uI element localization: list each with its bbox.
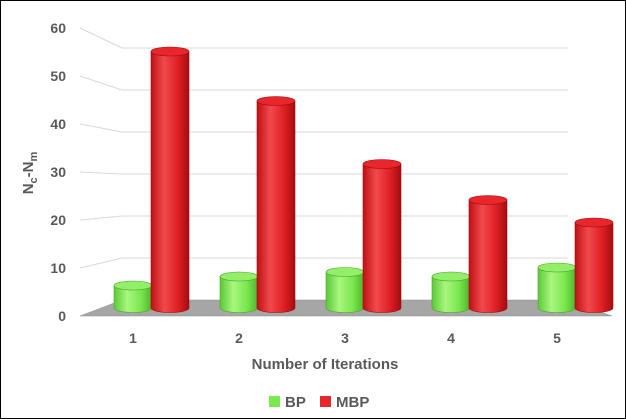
legend-swatch-bp: [269, 396, 280, 407]
bar-body: [537, 267, 577, 313]
bar-body: [256, 100, 296, 313]
bar-mbp-3: [362, 159, 402, 313]
bar-body: [362, 163, 402, 313]
bar-top: [150, 46, 190, 57]
y-tick-labels: 0 10 20 30 40 50 60: [50, 20, 66, 324]
bar-bp-5: [537, 262, 577, 313]
bar-body: [431, 276, 471, 313]
bar-body: [574, 222, 614, 313]
y-tick-label: 0: [58, 308, 66, 324]
gridline-diagonal: [79, 215, 123, 221]
x-tick-label: 1: [129, 330, 137, 346]
bar-top: [537, 262, 577, 273]
legend-swatch-mbp: [320, 396, 331, 407]
bar-body: [219, 276, 259, 313]
y-axis-title-sub1: c: [28, 177, 40, 183]
bar-mbp-5: [574, 217, 614, 313]
y-tick-label: 10: [50, 260, 66, 276]
bar-bp-1: [113, 280, 153, 313]
bar-bp-4: [431, 271, 471, 313]
y-tick-label: 30: [50, 164, 66, 180]
bar-top: [362, 159, 402, 169]
x-axis-title: Number of Iterations: [252, 356, 399, 373]
legend: BP MBP: [269, 394, 369, 411]
legend-label-mbp: MBP: [336, 394, 369, 411]
bar-body: [468, 199, 508, 313]
bar-top: [468, 195, 508, 205]
x-tick-label: 5: [553, 330, 561, 346]
bar-bp-3: [325, 267, 365, 313]
x-tick-label: 4: [447, 330, 455, 346]
legend-label-bp: BP: [285, 394, 306, 411]
y-axis-title-main: N: [20, 183, 37, 194]
x-tick-labels: 1 2 3 4 5: [129, 330, 561, 346]
bar-top: [574, 217, 614, 228]
bar-top: [325, 267, 365, 277]
bar-top: [256, 96, 296, 106]
bar-body: [150, 51, 190, 313]
y-axis-title-sub2: m: [28, 151, 40, 161]
bar-mbp-1: [150, 46, 190, 313]
bar-body: [325, 271, 365, 313]
y-axis-title-mid: -N: [20, 161, 37, 177]
bar-mbp-4: [468, 195, 508, 313]
y-tick-label: 40: [50, 116, 66, 132]
bars: [113, 46, 614, 313]
x-tick-label: 3: [341, 330, 349, 346]
gridline-diagonal: [79, 171, 123, 175]
y-tick-label: 50: [50, 68, 66, 84]
x-tick-label: 2: [235, 330, 243, 346]
gridline-diagonal: [79, 123, 123, 133]
bar-top: [219, 271, 259, 282]
y-tick-label: 20: [50, 212, 66, 228]
gridline-diagonal: [79, 27, 123, 49]
gridline-diagonal: [79, 75, 123, 91]
bar-top: [431, 271, 471, 282]
bar-top: [113, 280, 153, 291]
y-axis-title: Nc-Nm: [20, 151, 40, 194]
gridline-diagonal: [79, 257, 123, 269]
y-tick-label: 60: [50, 20, 66, 36]
bar-bp-2: [219, 271, 259, 313]
bar-mbp-2: [256, 96, 296, 313]
